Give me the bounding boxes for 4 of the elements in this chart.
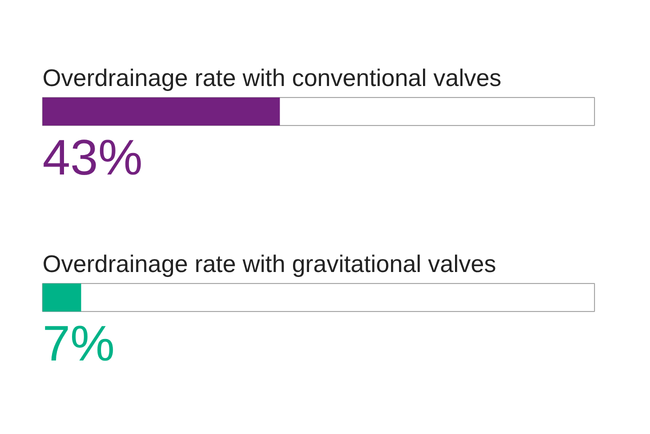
y-tick-label: Overdrainage rate with gravitational valves — [42, 251, 496, 278]
data-label: 43% — [42, 130, 143, 186]
data-label: 7% — [42, 316, 115, 372]
y-tick-label: Overdrainage rate with conventional valves — [42, 65, 502, 92]
